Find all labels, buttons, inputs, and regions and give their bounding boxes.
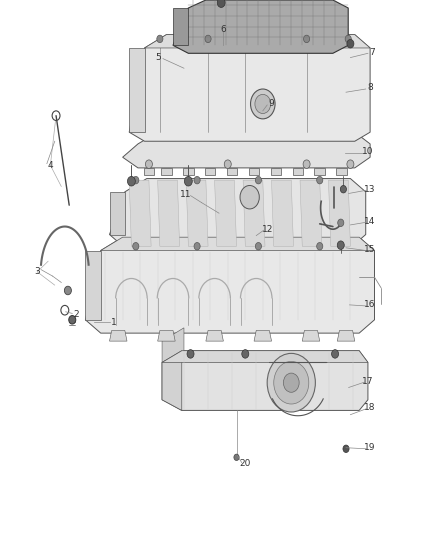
Polygon shape	[129, 180, 151, 246]
Circle shape	[251, 89, 275, 119]
Text: 19: 19	[364, 443, 376, 452]
Polygon shape	[162, 328, 184, 362]
Text: 20: 20	[240, 459, 251, 468]
Polygon shape	[110, 179, 366, 248]
Polygon shape	[293, 168, 303, 175]
Circle shape	[133, 243, 139, 250]
Circle shape	[317, 176, 323, 184]
Text: 1: 1	[111, 318, 117, 327]
Polygon shape	[129, 48, 145, 132]
Circle shape	[224, 160, 231, 168]
Circle shape	[184, 176, 192, 186]
Polygon shape	[336, 168, 347, 175]
Text: 11: 11	[180, 190, 192, 199]
Polygon shape	[300, 180, 322, 246]
Text: 3: 3	[34, 268, 40, 276]
Text: 6: 6	[220, 25, 226, 34]
Circle shape	[347, 39, 354, 48]
Circle shape	[64, 286, 71, 295]
Circle shape	[205, 35, 211, 43]
Polygon shape	[162, 351, 368, 410]
Text: 4: 4	[48, 161, 53, 169]
Text: 10: 10	[362, 148, 374, 156]
Polygon shape	[302, 330, 320, 341]
Polygon shape	[162, 351, 182, 410]
Text: 17: 17	[362, 377, 374, 385]
Circle shape	[304, 35, 310, 43]
Polygon shape	[144, 168, 154, 175]
Polygon shape	[249, 168, 259, 175]
Polygon shape	[243, 180, 265, 246]
Polygon shape	[227, 168, 237, 175]
Circle shape	[61, 305, 69, 315]
Circle shape	[347, 160, 354, 168]
Text: 14: 14	[364, 217, 376, 225]
Circle shape	[157, 35, 163, 43]
Polygon shape	[337, 330, 355, 341]
Circle shape	[337, 241, 344, 249]
Circle shape	[69, 316, 76, 324]
Polygon shape	[271, 168, 281, 175]
Circle shape	[255, 176, 261, 184]
Polygon shape	[161, 168, 172, 175]
Polygon shape	[110, 330, 127, 341]
Text: 8: 8	[367, 84, 373, 92]
Polygon shape	[254, 330, 272, 341]
Circle shape	[303, 160, 310, 168]
Circle shape	[345, 35, 351, 43]
Polygon shape	[129, 35, 370, 141]
Polygon shape	[186, 180, 208, 246]
Text: 18: 18	[364, 403, 376, 412]
Polygon shape	[173, 8, 188, 45]
Text: 9: 9	[268, 100, 275, 108]
Text: 15: 15	[364, 245, 376, 254]
Circle shape	[283, 373, 299, 392]
Circle shape	[267, 353, 315, 412]
Circle shape	[332, 350, 339, 358]
Polygon shape	[110, 192, 125, 235]
Circle shape	[234, 454, 239, 461]
Polygon shape	[173, 0, 348, 53]
Text: 12: 12	[261, 225, 273, 233]
Polygon shape	[206, 330, 223, 341]
Circle shape	[255, 243, 261, 250]
Polygon shape	[215, 180, 237, 246]
Polygon shape	[183, 168, 194, 175]
Polygon shape	[158, 330, 175, 341]
Circle shape	[338, 219, 344, 227]
Polygon shape	[314, 168, 325, 175]
Polygon shape	[145, 35, 370, 48]
Circle shape	[194, 243, 200, 250]
Text: 13: 13	[364, 185, 376, 193]
Circle shape	[240, 185, 259, 209]
Text: 16: 16	[364, 301, 376, 309]
Circle shape	[242, 350, 249, 358]
Polygon shape	[272, 180, 293, 246]
Circle shape	[255, 94, 271, 114]
Circle shape	[145, 160, 152, 168]
Circle shape	[343, 445, 349, 453]
Circle shape	[274, 361, 309, 404]
Circle shape	[317, 243, 323, 250]
Text: 2: 2	[74, 310, 79, 319]
Polygon shape	[85, 251, 101, 320]
Circle shape	[133, 176, 139, 184]
Text: 5: 5	[155, 53, 162, 62]
Circle shape	[127, 176, 135, 186]
Polygon shape	[162, 351, 368, 362]
Polygon shape	[158, 180, 180, 246]
Circle shape	[52, 111, 60, 120]
Circle shape	[187, 350, 194, 358]
Polygon shape	[85, 237, 374, 333]
Circle shape	[194, 176, 200, 184]
Circle shape	[217, 0, 225, 7]
Text: 7: 7	[369, 48, 375, 56]
Polygon shape	[123, 132, 370, 168]
Polygon shape	[205, 168, 215, 175]
Polygon shape	[328, 180, 350, 246]
Circle shape	[340, 185, 346, 193]
Polygon shape	[101, 237, 374, 251]
